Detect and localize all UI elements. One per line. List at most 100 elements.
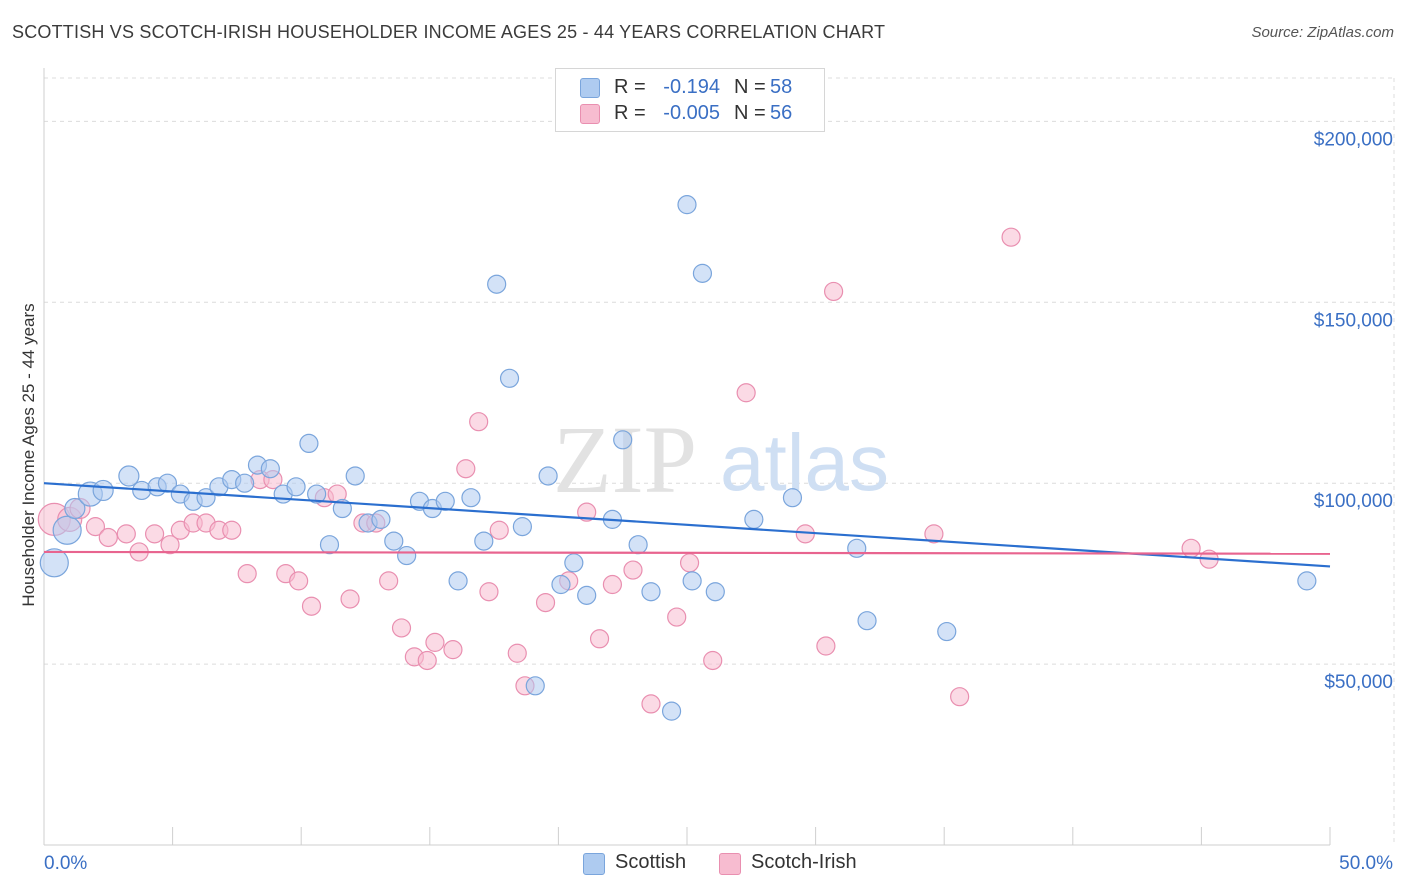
watermark-zip: ZIP — [553, 406, 697, 513]
scottish-point — [577, 585, 597, 605]
scotch-irish-point — [379, 571, 399, 591]
scottish-swatch — [583, 853, 605, 875]
scottish-point — [613, 430, 633, 450]
scotch-irish-point — [679, 553, 700, 573]
scotch-irish-point — [602, 574, 623, 595]
scotch-irish-point — [816, 636, 836, 656]
y-tick-label: $150,000 — [1314, 310, 1393, 331]
scotch-irish-point — [623, 560, 643, 580]
scotch-irish-point — [443, 640, 463, 660]
scotch-irish-point — [144, 524, 165, 544]
scotch-irish-point — [301, 596, 322, 616]
scotch-irish-point — [577, 502, 597, 522]
scottish-point — [628, 535, 648, 555]
scotch-irish-point — [703, 650, 723, 671]
scotch-irish-point — [535, 592, 556, 613]
scottish-point — [39, 548, 69, 578]
scottish-point — [118, 465, 140, 487]
scotch-irish-point — [469, 412, 489, 432]
scotch-irish-point — [1001, 227, 1021, 247]
scottish-point — [345, 466, 365, 486]
scottish-point — [64, 497, 86, 520]
scottish-points — [39, 195, 1317, 721]
legend-label: Scotch-Irish — [751, 851, 857, 873]
tick-labels: $50,000 $100,000 $150,000 $200,000 0.0% 50.0%… — [19, 129, 1393, 874]
scottish-point — [564, 553, 584, 573]
correlation-legend: R = -0.194 N = 58 R = -0.005 N = 56 — [555, 68, 825, 132]
scottish-point — [661, 701, 682, 721]
y-tick-label: $100,000 — [1314, 491, 1393, 512]
scottish-point — [286, 477, 306, 497]
scotch-irish-point — [391, 618, 412, 638]
legend-n-value: 58 — [770, 76, 793, 98]
x-tick-label: 50.0% — [1339, 853, 1393, 874]
scotch-irish-point — [479, 582, 499, 602]
source-credit: Source: ZipAtlas.com — [1251, 24, 1394, 41]
scottish-point — [682, 571, 702, 591]
legend-label: Scottish — [615, 851, 687, 873]
scottish-point — [525, 676, 545, 696]
scottish-point — [782, 488, 803, 508]
legend-n-label: N = — [734, 76, 766, 98]
gridlines — [44, 77, 1395, 845]
watermark-atlas: atlas — [720, 418, 889, 507]
scottish-point — [551, 574, 571, 595]
scotch-irish-point — [667, 607, 687, 627]
scotch-irish-point — [160, 535, 180, 555]
legend-r-label: R = — [614, 102, 646, 124]
scottish-point — [371, 509, 391, 529]
scotch-irish-point — [289, 571, 309, 591]
y-tick-label: $50,000 — [1324, 672, 1393, 693]
scottish-point — [538, 466, 558, 486]
scotch-irish-point — [456, 459, 476, 479]
scottish-point — [384, 531, 404, 551]
scottish-point — [744, 509, 764, 529]
scottish-point — [435, 491, 455, 511]
scottish-point — [299, 433, 319, 454]
x-tick-label: 0.0% — [44, 853, 87, 874]
scottish-point — [487, 274, 507, 294]
scottish-point — [705, 582, 725, 602]
y-axis-title: Householder Income Ages 25 - 44 years — [19, 303, 38, 606]
legend-r-value: -0.005 — [663, 102, 720, 124]
legend-r-label: R = — [614, 76, 646, 98]
legend-r-value: -0.194 — [663, 76, 720, 98]
scottish-point — [397, 545, 417, 566]
legend-n-label: N = — [734, 102, 766, 124]
scottish-point — [677, 195, 697, 215]
scottish-point — [92, 479, 114, 502]
scottish-point — [847, 538, 867, 558]
chart-title: SCOTTISH VS SCOTCH-IRISH HOUSEHOLDER INC… — [12, 22, 886, 42]
scotch-irish-point — [237, 564, 257, 584]
scottish-point — [1297, 571, 1317, 591]
scotch-irish-point — [489, 520, 509, 540]
scotch-irish-swatch — [719, 853, 741, 875]
watermark: ZIP atlas — [553, 406, 889, 513]
scotch-irish-point — [425, 632, 445, 652]
scottish-point — [692, 263, 713, 283]
scottish-point — [937, 621, 957, 642]
scotch-irish-point — [924, 524, 944, 544]
scotch-irish-point — [222, 520, 242, 540]
scotch-irish-point — [98, 527, 118, 548]
scotch-irish-point — [950, 687, 970, 707]
scottish-point — [512, 517, 532, 537]
y-tick-label: $200,000 — [1314, 129, 1393, 150]
scotch-irish-point — [417, 650, 437, 671]
scottish-point — [52, 515, 82, 545]
scottish-point — [474, 531, 494, 551]
legend-n-value: 56 — [770, 102, 793, 124]
scotch-irish-point — [736, 383, 756, 403]
scottish-point — [319, 535, 340, 555]
scotch-irish-point — [85, 517, 106, 537]
scottish-swatch — [580, 78, 600, 98]
scotch-irish-swatch — [580, 104, 600, 124]
scotch-irish-point — [824, 281, 844, 302]
scottish-point — [332, 498, 352, 519]
scotch-irish-point — [116, 524, 136, 544]
axes — [43, 68, 1331, 846]
scotch-irish-point — [641, 694, 661, 714]
scotch-irish-trend-line — [43, 550, 1331, 555]
scottish-point — [461, 488, 481, 508]
